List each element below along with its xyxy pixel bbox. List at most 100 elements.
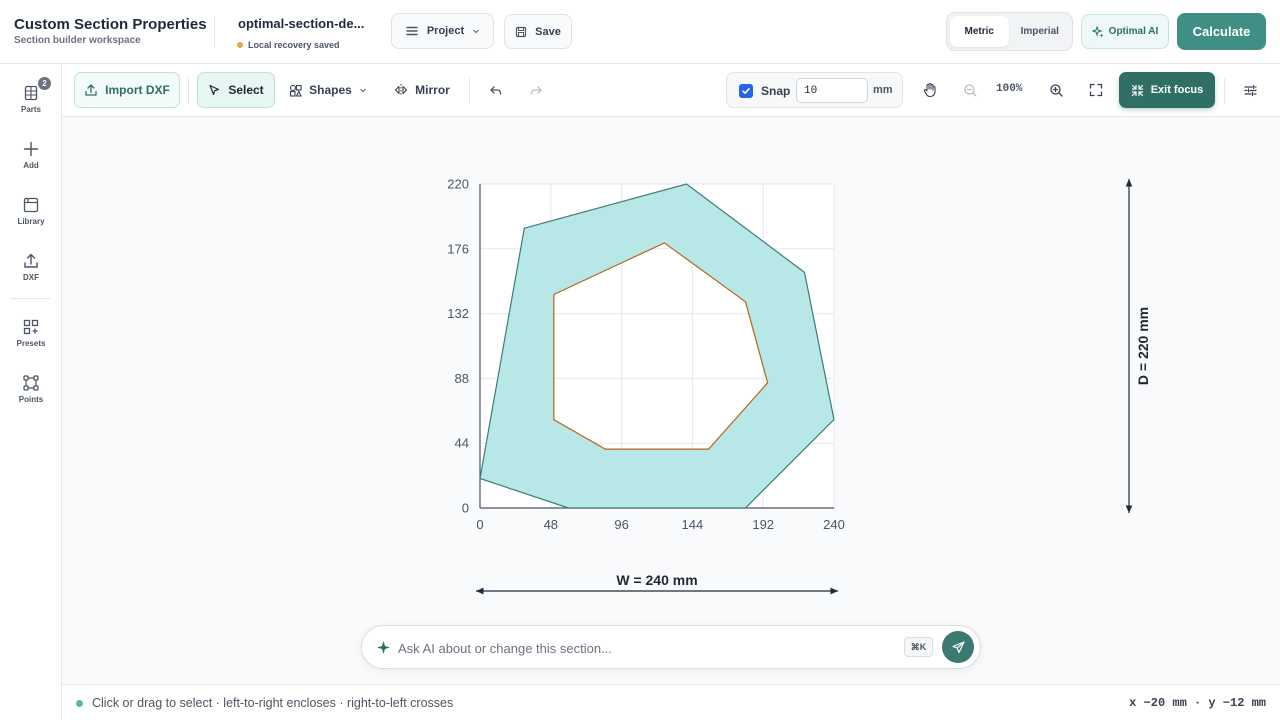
header-divider <box>214 16 215 48</box>
project-menu-button[interactable]: Project <box>391 13 494 49</box>
undo-icon <box>490 86 502 95</box>
zoom-level: 100% <box>996 83 1023 95</box>
check-icon <box>742 88 750 94</box>
section-fill[interactable] <box>480 184 834 508</box>
y-tick-label: 176 <box>447 241 469 256</box>
toolbar-divider <box>1224 78 1225 104</box>
snap-label: Snap <box>761 84 791 98</box>
dimension-lines: W = 240 mm D = 220 mm <box>476 179 1151 595</box>
snap-control: Snap mm <box>726 72 903 108</box>
x-tick-label: 0 <box>476 517 483 532</box>
status-hint: Click or drag to select · left-to-right … <box>92 696 454 710</box>
app-header: Custom Section Properties Section builde… <box>0 0 1280 64</box>
recovery-status-text: Local recovery saved <box>248 40 340 50</box>
pan-button[interactable] <box>916 76 944 104</box>
sidebar-item-library[interactable]: Library <box>0 192 62 240</box>
sidebar-item-label: Add <box>23 161 39 170</box>
sliders-icon <box>1243 84 1257 96</box>
plus-icon <box>23 141 39 157</box>
shapes-icon <box>290 84 303 97</box>
sidebar-item-presets[interactable]: Presets <box>0 314 62 362</box>
width-dimension-label: W = 240 mm <box>616 572 697 588</box>
select-tool-button[interactable]: Select <box>197 72 275 108</box>
sidebar-item-dxf[interactable]: DXF <box>0 248 62 296</box>
section-plot[interactable]: 0 48 96 144 192 240 0 44 88 132 176 220 W = 240 mm … <box>62 117 1280 684</box>
mirror-icon <box>395 84 408 96</box>
unit-option-imperial[interactable]: Imperial <box>1020 26 1059 37</box>
sidebar-item-points[interactable]: Points <box>0 370 62 418</box>
snap-checkbox[interactable] <box>739 84 753 98</box>
sidebar-item-label: Presets <box>16 339 46 348</box>
optimal-ai-button[interactable]: Optimal AI <box>1081 14 1169 49</box>
parts-count-badge: 2 <box>38 77 51 90</box>
menu-icon <box>406 26 418 36</box>
sidebar-item-label: DXF <box>23 273 39 282</box>
section-canvas[interactable]: 0 48 96 144 192 240 0 44 88 132 176 220 W = 240 mm … <box>62 117 1280 684</box>
outer-boundary[interactable] <box>479 183 835 509</box>
sparkle-icon <box>1091 25 1104 37</box>
shapes-menu-button[interactable]: Shapes <box>284 72 372 108</box>
snap-value-input[interactable] <box>796 78 868 103</box>
zoom-out-button[interactable] <box>956 76 984 104</box>
x-tick-label: 192 <box>752 517 774 532</box>
zoom-in-button[interactable] <box>1042 76 1070 104</box>
mirror-button[interactable]: Mirror <box>387 72 457 108</box>
status-bar: Click or drag to select · left-to-right … <box>62 684 1280 720</box>
project-label: Project <box>426 25 465 37</box>
save-icon <box>516 26 527 37</box>
section-shape[interactable] <box>479 183 835 509</box>
fullscreen-icon <box>1089 83 1103 97</box>
inner-boundary[interactable] <box>553 242 769 450</box>
exit-focus-label: Exit focus <box>1150 84 1204 96</box>
y-tick-label: 44 <box>455 436 469 451</box>
save-label: Save <box>535 25 561 38</box>
chevron-down-icon <box>359 88 366 93</box>
shortcut-hint: ⌘K <box>904 637 933 657</box>
optimal-ai-label: Optimal AI <box>1108 26 1159 37</box>
redo-button[interactable] <box>522 72 550 108</box>
app-subtitle: Section builder workspace <box>14 35 141 46</box>
sidebar-item-add[interactable]: Add <box>0 136 62 184</box>
y-tick-label: 0 <box>462 501 469 516</box>
status-dot <box>237 42 243 48</box>
exit-focus-button[interactable]: Exit focus <box>1119 72 1215 108</box>
y-tick-label: 132 <box>447 306 469 321</box>
import-dxf-label: Import DXF <box>105 83 170 97</box>
collapse-icon <box>1131 84 1143 96</box>
mirror-label: Mirror <box>415 83 450 97</box>
calculate-button[interactable]: Calculate <box>1177 13 1266 50</box>
app-title: Custom Section Properties <box>14 16 207 33</box>
points-icon <box>23 375 39 391</box>
sidebar-item-parts[interactable]: Parts <box>0 80 62 128</box>
fit-view-button[interactable] <box>1082 76 1110 104</box>
unit-toggle: Metric Imperial <box>946 12 1073 51</box>
toolbar-divider <box>188 78 189 104</box>
zoom-out-icon <box>963 83 977 97</box>
unit-option-metric[interactable]: Metric <box>950 16 1009 47</box>
recovery-status: Local recovery saved <box>237 40 340 50</box>
depth-dimension-label: D = 220 mm <box>1135 307 1151 385</box>
save-button[interactable]: Save <box>504 14 572 49</box>
y-tick-label: 88 <box>455 371 469 386</box>
sidebar-item-label: Library <box>17 217 45 226</box>
x-tick-label: 96 <box>614 517 628 532</box>
ai-prompt-bar: ⌘K <box>361 625 981 669</box>
status-indicator <box>76 700 83 707</box>
undo-button[interactable] <box>482 72 510 108</box>
x-tick-label: 144 <box>682 517 704 532</box>
upload-icon <box>85 84 97 96</box>
import-dxf-button[interactable]: Import DXF <box>74 72 180 108</box>
upload-icon <box>24 253 38 268</box>
hand-icon <box>923 82 936 98</box>
presets-icon <box>23 319 39 335</box>
zoom-in-icon <box>1049 83 1063 97</box>
sidebar-item-label: Points <box>18 395 44 404</box>
sidebar-divider <box>10 298 50 299</box>
ai-prompt-input[interactable] <box>398 638 898 658</box>
send-button[interactable] <box>942 631 974 663</box>
send-icon <box>951 640 965 653</box>
file-name[interactable]: optimal-section-de... <box>238 16 365 31</box>
cursor-icon <box>209 84 220 95</box>
x-tick-label: 240 <box>823 517 845 532</box>
settings-button[interactable] <box>1236 76 1264 104</box>
